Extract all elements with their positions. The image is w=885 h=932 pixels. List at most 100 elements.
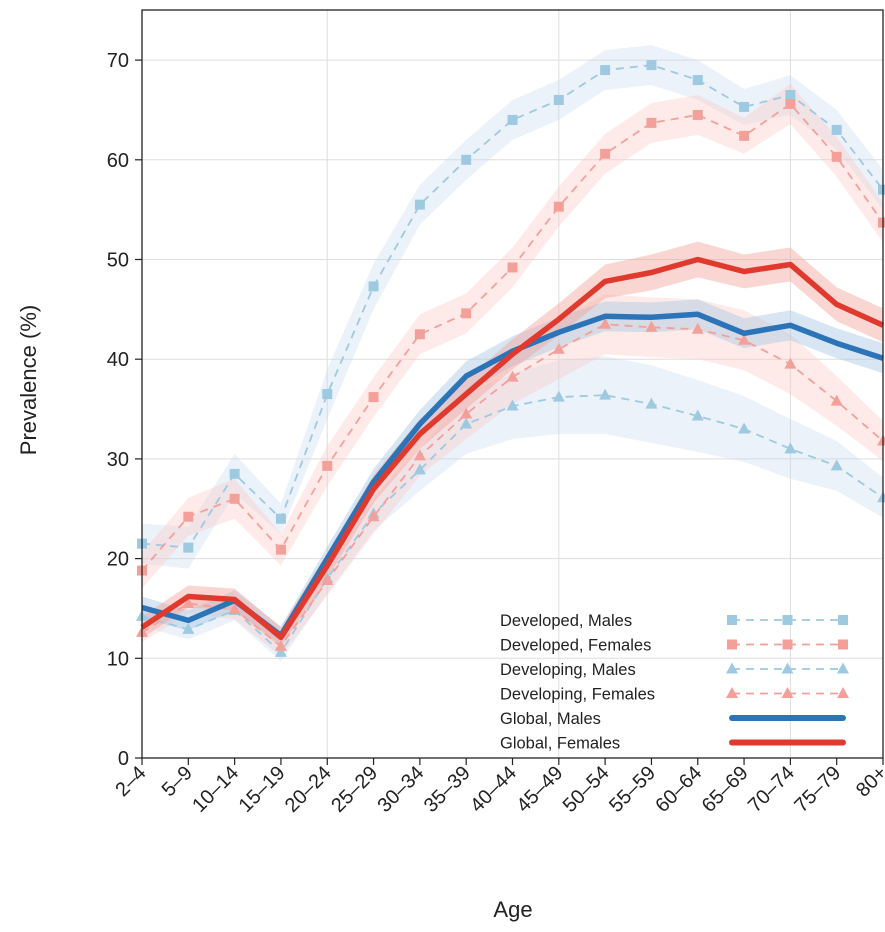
x-tick-label-5-9: 5–9: [158, 762, 197, 801]
legend-marker-developed-females-1: [782, 639, 793, 650]
point-developing-males-45-49: [552, 390, 565, 402]
point-developing-females-30-34: [413, 449, 426, 461]
point-developing-females-40-44: [506, 370, 519, 382]
y-tick-label-0: 0: [118, 748, 129, 770]
x-tick-label-75-79: 75–79: [790, 762, 845, 817]
legend-marker-developing-females-2: [837, 687, 849, 698]
band-developed-males: [142, 45, 883, 569]
point-developed-males-20-24: [322, 389, 333, 400]
legend-marker-developed-males-1: [782, 615, 793, 625]
x-tick-label-15-19: 15–19: [235, 762, 290, 817]
legend-marker-developing-females-0: [726, 687, 738, 698]
legend-marker-developed-females-2: [838, 639, 848, 650]
x-tick-label-55-59: 55–59: [605, 762, 660, 817]
y-tick-label-10: 10: [107, 648, 129, 670]
x-tick-label-65-69: 65–69: [698, 762, 753, 817]
series-lines: [136, 60, 885, 657]
point-developed-males-35-39: [461, 154, 472, 165]
point-developing-females-45-49: [552, 342, 565, 354]
point-developing-males-15-19: [274, 645, 287, 657]
legend-label-global-males: Global, Males: [500, 710, 601, 728]
point-developed-males-75-79: [831, 124, 842, 135]
point-developing-females-60-64: [691, 322, 704, 334]
point-developing-females-25-29: [367, 510, 380, 522]
y-tick-label-70: 70: [107, 50, 129, 72]
point-developed-males-70-74: [785, 89, 796, 100]
point-developing-males-5-9: [182, 622, 195, 634]
x-tick-label-35-39: 35–39: [420, 762, 475, 817]
x-tick-label-10-14: 10–14: [188, 762, 243, 817]
point-developing-males-30-34: [413, 463, 426, 475]
x-tick-label-25-29: 25–29: [327, 762, 382, 817]
point-developing-females-5-9: [182, 596, 195, 608]
point-developing-males-50-54: [599, 388, 612, 400]
point-developing-females-65-69: [738, 333, 751, 345]
legend-label-developed-females: Developed, Females: [500, 637, 651, 655]
x-tick-label-70-74: 70–74: [744, 762, 799, 817]
point-developing-females-35-39: [460, 407, 473, 419]
y-axis-title: Prevalence (%): [16, 305, 41, 455]
point-developed-females-80: [878, 217, 885, 228]
grid: [142, 10, 883, 759]
y-tick-label-40: 40: [107, 349, 129, 371]
legend-marker-developed-females-0: [727, 639, 737, 650]
point-developed-females-75-79: [831, 151, 842, 162]
point-developed-males-65-69: [739, 101, 750, 112]
point-developed-males-15-19: [275, 513, 286, 524]
point-developing-females-20-24: [321, 574, 334, 586]
legend-label-global-females: Global, Females: [500, 735, 620, 753]
point-developing-males-40-44: [506, 399, 519, 411]
point-developed-females-15-19: [275, 544, 286, 555]
legend-label-developing-females: Developing, Females: [500, 686, 655, 704]
point-developed-females-20-24: [322, 460, 333, 471]
y-tick-label-20: 20: [107, 549, 129, 571]
point-developed-males-40-44: [507, 114, 518, 125]
legend-marker-developing-males-1: [781, 662, 794, 674]
point-developed-females-5-9: [183, 511, 194, 522]
point-developed-males-60-64: [692, 75, 703, 86]
point-developed-females-55-59: [646, 117, 657, 128]
point-developing-males-70-74: [784, 442, 797, 454]
point-developed-females-50-54: [600, 148, 611, 159]
point-developing-males-60-64: [691, 409, 704, 421]
legend-marker-developed-males-0: [727, 615, 737, 625]
legend-marker-developing-males-0: [726, 662, 738, 674]
point-developed-males-5-9: [183, 542, 194, 553]
point-developing-females-75-79: [830, 394, 843, 406]
point-developing-males-75-79: [830, 459, 843, 471]
point-developed-females-10-14: [229, 493, 240, 504]
legend-marker-developing-males-2: [837, 662, 849, 674]
line-developed-males: [141, 64, 884, 549]
point-developed-males-25-29: [368, 281, 379, 292]
point-developed-females-70-74: [785, 98, 796, 109]
legend-label-developed-males: Developed, Males: [500, 612, 632, 630]
point-developing-females-50-54: [599, 317, 612, 329]
x-tick-label-80: 80+: [852, 762, 885, 802]
line-developing-females: [141, 323, 884, 648]
point-developing-females-70-74: [784, 357, 797, 369]
point-developing-females-55-59: [645, 320, 658, 332]
point-developed-males-55-59: [646, 60, 657, 71]
point-developed-females-60-64: [692, 109, 703, 120]
legend-marker-developing-females-1: [781, 687, 794, 698]
point-developed-females-45-49: [553, 201, 564, 212]
x-tick-label-45-49: 45–49: [512, 762, 567, 817]
x-tick-label-60-64: 60–64: [651, 762, 706, 817]
point-developed-females-35-39: [461, 308, 472, 319]
line-global-females: [140, 256, 885, 641]
legend-marker-developed-males-2: [838, 615, 848, 625]
point-developed-males-45-49: [553, 94, 564, 105]
point-developed-females-30-34: [414, 329, 425, 340]
point-developing-females-10-14: [228, 602, 241, 614]
point-developing-males-55-59: [645, 397, 658, 409]
legend: Developed, Males Developed, Females Develo…: [500, 612, 849, 753]
point-developed-males-30-34: [414, 199, 425, 210]
x-tick-label-40-44: 40–44: [466, 762, 521, 817]
point-developed-males-80: [878, 184, 885, 195]
legend-label-developing-males: Developing, Males: [500, 661, 636, 679]
point-developing-males-35-39: [460, 417, 473, 429]
x-axis-title: Age: [493, 897, 532, 922]
point-developed-males-50-54: [600, 65, 611, 76]
y-tick-label-50: 50: [107, 250, 129, 272]
